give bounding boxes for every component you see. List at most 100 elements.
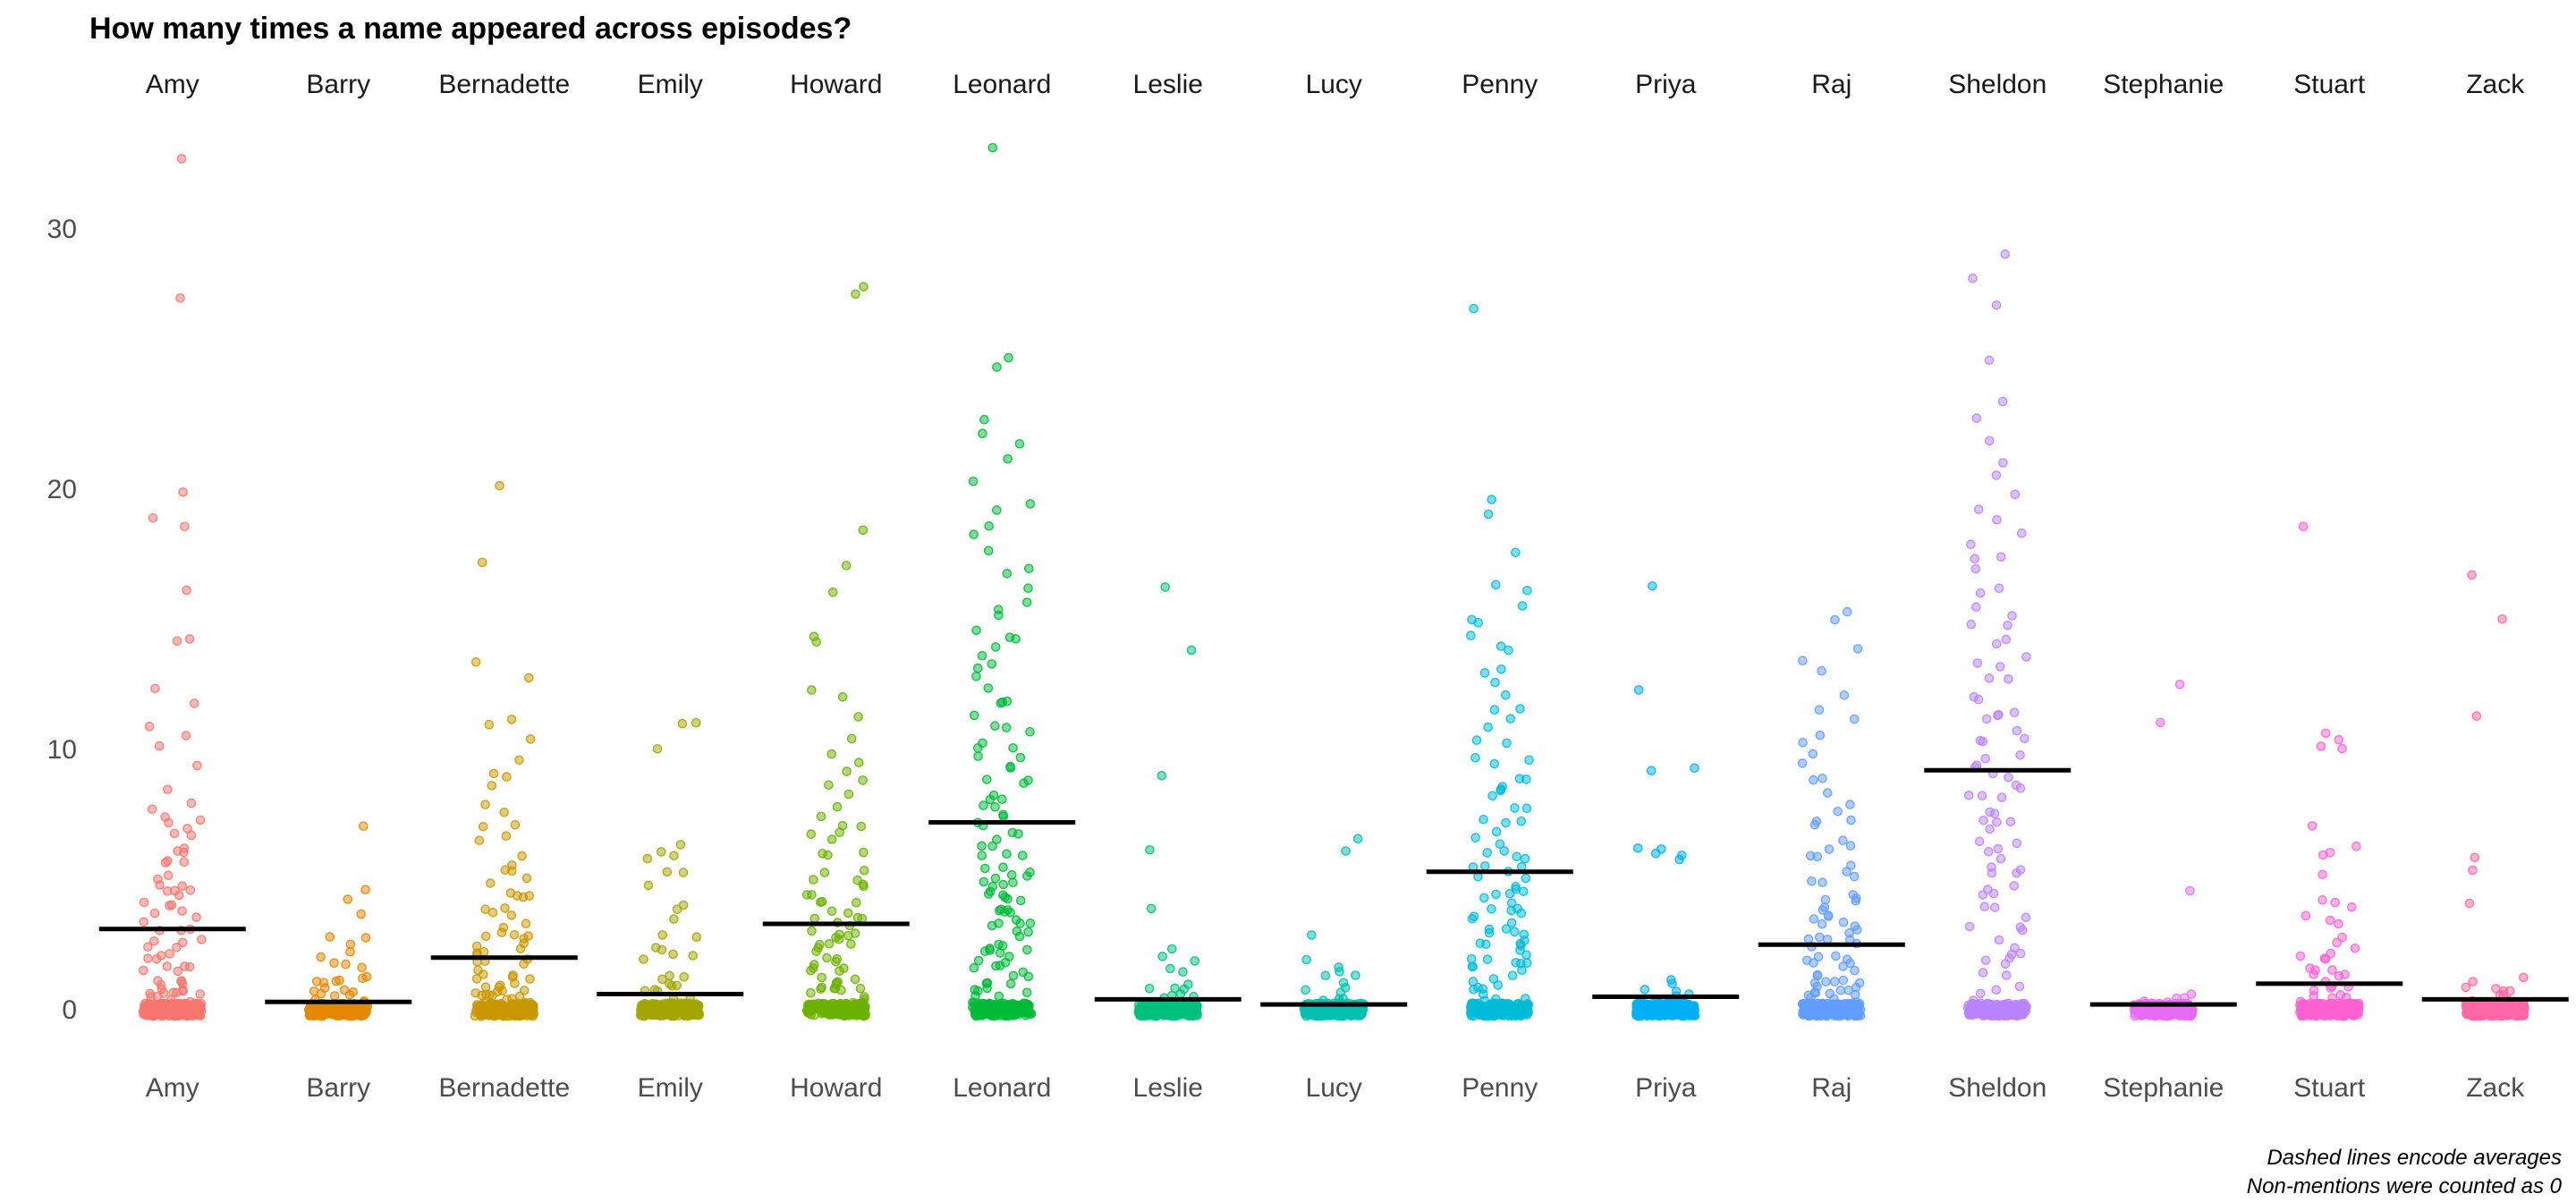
data-point — [1489, 705, 1500, 715]
data-point — [1501, 690, 1511, 700]
data-point — [1017, 851, 1028, 860]
data-point — [1341, 846, 1351, 856]
data-point — [853, 758, 864, 767]
data-point — [826, 749, 837, 759]
data-point — [1517, 965, 1527, 976]
x-tick-label-zack: Zack — [2466, 1073, 2525, 1103]
data-point — [1015, 918, 1025, 928]
data-point — [826, 834, 837, 844]
data-point — [843, 930, 853, 941]
data-point — [996, 698, 1006, 708]
data-point — [191, 912, 201, 922]
data-point — [1524, 755, 1534, 766]
data-point — [496, 927, 507, 937]
data-point — [1850, 989, 1860, 1000]
data-point — [486, 878, 496, 888]
data-point — [1522, 585, 1532, 596]
data-point — [997, 794, 1007, 805]
data-point — [1638, 1008, 1648, 1019]
data-point — [1815, 932, 1825, 943]
data-point — [1487, 495, 1496, 504]
facet-label-sheldon: Sheldon — [1948, 70, 2046, 99]
data-point — [2507, 1001, 2518, 1012]
data-point — [163, 784, 173, 795]
facet-label-howard: Howard — [790, 70, 882, 99]
data-point — [859, 282, 869, 292]
data-point — [184, 961, 195, 972]
facet-label-barry: Barry — [306, 70, 370, 99]
data-point — [992, 362, 1002, 372]
x-tick-label-stuart: Stuart — [2293, 1073, 2366, 1103]
data-point — [1511, 547, 1521, 558]
data-point — [1002, 569, 1013, 579]
y-tick-label-30: 30 — [47, 215, 77, 244]
data-point — [1513, 1010, 1522, 1020]
data-point — [358, 821, 369, 832]
data-point — [1823, 910, 1834, 921]
data-point — [639, 954, 648, 964]
data-point — [1023, 927, 1033, 937]
data-point — [1851, 896, 1860, 906]
data-point — [1974, 836, 1985, 847]
data-point — [2174, 679, 2185, 690]
data-point — [2295, 1004, 2306, 1014]
data-point — [1471, 735, 1482, 746]
facet-label-emily: Emily — [638, 70, 703, 99]
data-point — [309, 1010, 318, 1020]
data-point — [672, 904, 682, 915]
data-point — [1648, 581, 1657, 591]
data-point — [2012, 868, 2021, 878]
data-point — [980, 863, 990, 874]
data-point — [971, 625, 981, 636]
data-point — [858, 525, 869, 536]
data-point — [502, 772, 512, 782]
data-point — [1852, 644, 1863, 654]
data-point — [1991, 639, 2002, 649]
data-point — [679, 971, 690, 982]
data-point — [153, 976, 163, 986]
data-point — [860, 866, 869, 876]
data-point — [682, 1002, 692, 1012]
data-point — [1517, 601, 1528, 611]
data-point — [2295, 951, 2306, 961]
data-point — [1814, 705, 1825, 715]
data-point — [827, 587, 838, 597]
data-point — [1987, 868, 1997, 878]
data-point — [975, 1010, 986, 1020]
x-tick-label-bernadette: Bernadette — [438, 1073, 570, 1103]
x-tick-label-emily: Emily — [638, 1073, 703, 1103]
data-point — [2006, 949, 2017, 960]
data-point — [1824, 844, 1835, 854]
data-point — [180, 521, 190, 532]
data-point — [178, 1000, 188, 1011]
series-howard — [801, 282, 871, 1021]
data-point — [1021, 998, 1031, 1009]
data-point — [2470, 852, 2480, 863]
data-point — [172, 943, 182, 952]
data-point — [985, 1000, 996, 1011]
data-point — [1991, 470, 2002, 480]
data-point — [175, 292, 185, 303]
data-point — [1501, 924, 1512, 934]
x-tick-label-lucy: Lucy — [1306, 1073, 1362, 1103]
data-point — [1852, 925, 1862, 935]
data-point — [169, 828, 180, 839]
data-point — [1025, 727, 1035, 737]
data-point — [157, 1010, 167, 1020]
data-point — [1008, 970, 1019, 981]
facet-label-stuart: Stuart — [2293, 70, 2366, 99]
data-point — [1157, 952, 1167, 961]
data-point — [1490, 677, 1500, 688]
data-point — [166, 900, 177, 910]
data-point — [992, 834, 1002, 845]
data-point — [177, 906, 187, 916]
x-tick-label-barry: Barry — [306, 1073, 370, 1103]
data-point — [1320, 970, 1331, 981]
data-point — [2156, 1009, 2166, 1020]
data-point — [471, 941, 482, 952]
data-point — [1008, 877, 1018, 888]
data-point — [478, 822, 488, 832]
data-point — [499, 808, 510, 817]
data-point — [1674, 854, 1684, 865]
data-point — [817, 982, 827, 993]
